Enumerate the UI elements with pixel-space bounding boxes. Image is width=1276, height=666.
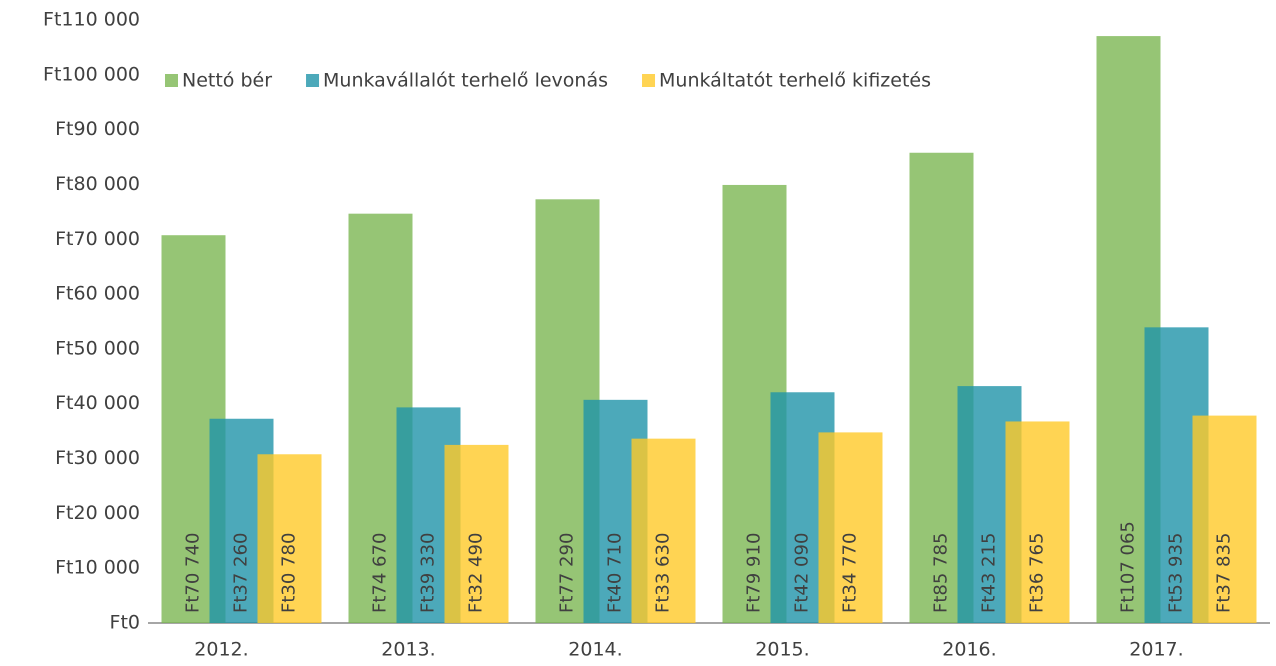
data-label: Ft43 215 xyxy=(979,533,1000,613)
y-tick-label: Ft20 000 xyxy=(55,502,140,524)
data-label: Ft77 290 xyxy=(557,533,578,613)
bar xyxy=(631,438,696,623)
data-label: Ft85 785 xyxy=(931,533,952,613)
data-label: Ft30 780 xyxy=(279,533,300,613)
legend-label: Nettó bér xyxy=(182,70,272,92)
y-tick-label: Ft30 000 xyxy=(55,447,140,469)
data-label: Ft53 935 xyxy=(1166,533,1187,613)
x-tick-label: 2015. xyxy=(755,639,809,661)
y-tick-label: Ft100 000 xyxy=(43,63,140,85)
data-label: Ft74 670 xyxy=(370,533,391,613)
y-tick-label: Ft110 000 xyxy=(43,9,140,31)
data-label: Ft39 330 xyxy=(418,533,439,613)
data-label: Ft79 910 xyxy=(744,533,765,613)
data-label: Ft34 770 xyxy=(840,533,861,613)
data-label: Ft40 710 xyxy=(605,533,626,613)
data-label: Ft37 260 xyxy=(231,533,252,613)
bar xyxy=(818,432,883,623)
data-label: Ft42 090 xyxy=(792,533,813,613)
legend-swatch xyxy=(306,74,320,87)
bar xyxy=(1192,415,1257,623)
y-tick-label: Ft80 000 xyxy=(55,173,140,195)
legend-label: Munkavállalót terhelő levonás xyxy=(323,70,608,92)
bar xyxy=(257,454,322,623)
x-tick-label: 2013. xyxy=(381,639,435,661)
bar xyxy=(1005,421,1070,623)
y-tick-label: Ft10 000 xyxy=(55,557,140,579)
legend-swatch xyxy=(165,74,178,87)
legend-swatch xyxy=(642,74,656,87)
y-tick-label: Ft40 000 xyxy=(55,392,140,414)
data-label: Ft107 065 xyxy=(1118,521,1139,613)
data-label: Ft33 630 xyxy=(653,533,674,613)
data-label: Ft32 490 xyxy=(466,533,487,613)
x-tick-label: 2016. xyxy=(942,639,996,661)
y-tick-label: Ft90 000 xyxy=(55,118,140,140)
data-label: Ft37 835 xyxy=(1214,533,1235,613)
x-tick-label: 2014. xyxy=(568,639,622,661)
bar xyxy=(444,444,509,623)
x-tick-label: 2017. xyxy=(1129,639,1183,661)
legend-label: Munkáltatót terhelő kifizetés xyxy=(659,70,931,92)
y-tick-label: Ft60 000 xyxy=(55,283,140,305)
x-tick-label: 2012. xyxy=(194,639,248,661)
data-label: Ft36 765 xyxy=(1027,533,1048,613)
y-tick-label: Ft70 000 xyxy=(55,228,140,250)
y-tick-label: Ft0 xyxy=(110,612,140,634)
y-tick-label: Ft50 000 xyxy=(55,337,140,359)
data-label: Ft70 740 xyxy=(183,533,204,613)
